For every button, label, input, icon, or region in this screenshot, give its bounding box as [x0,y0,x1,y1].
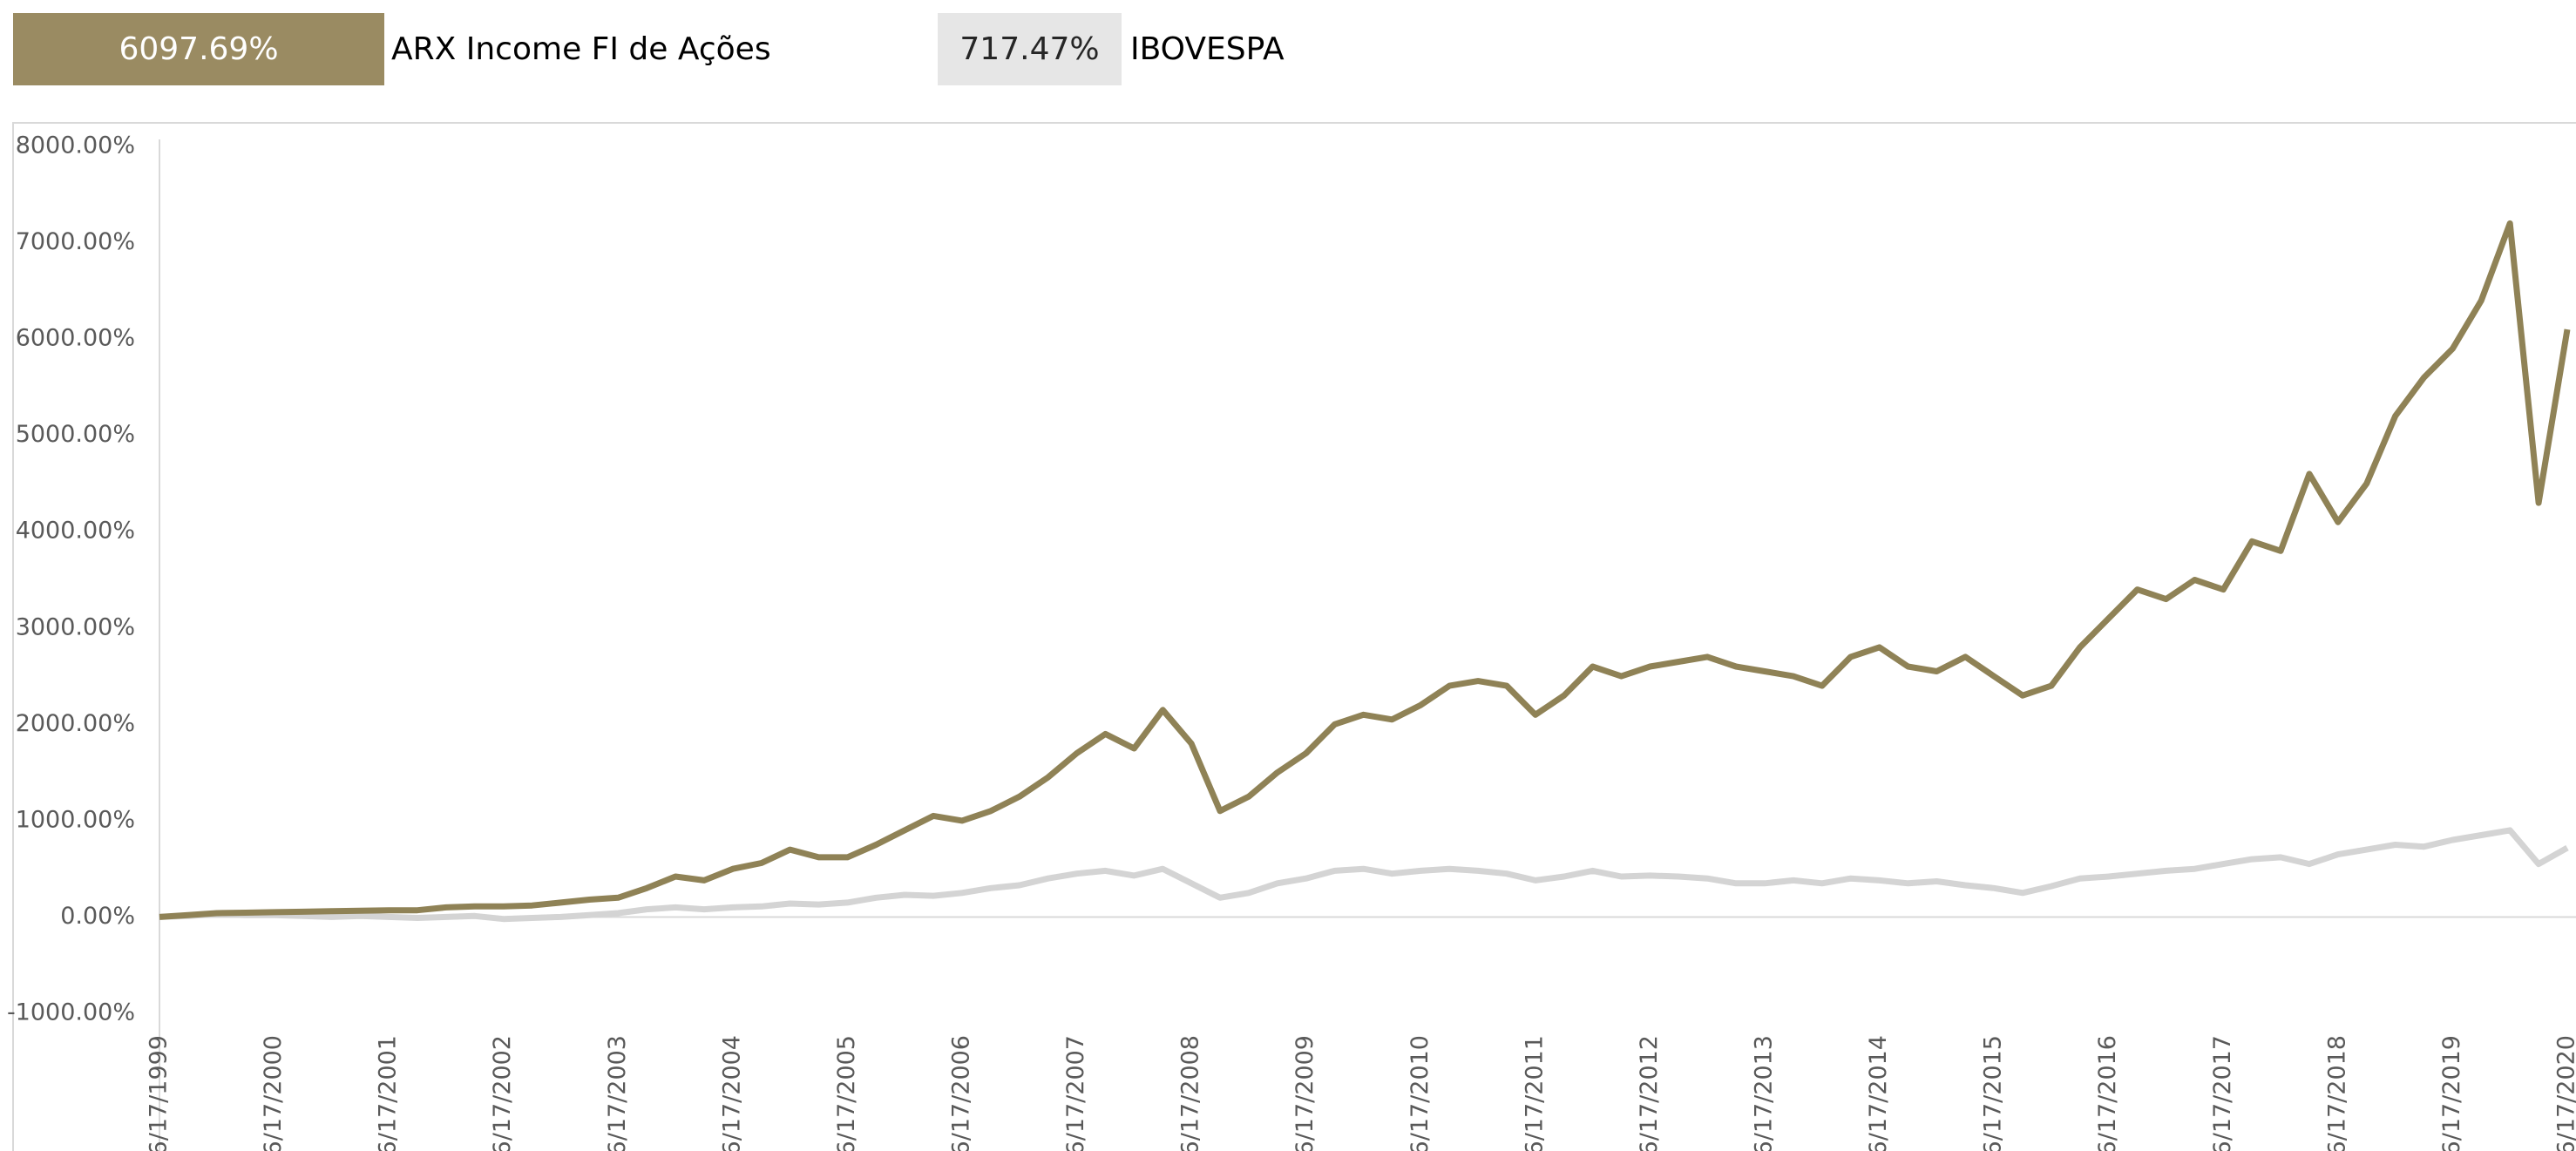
legend-value: 6097.69% [119,31,278,67]
y-tick-label: -1000.00% [7,999,135,1026]
series-line [159,220,2571,920]
x-tick-label: 6/17/2015 [1980,1035,2007,1151]
x-tick-label: 6/17/2005 [833,1035,860,1151]
y-tick-label: 1000.00% [16,806,135,833]
x-tick-label: 6/17/2013 [1751,1035,1778,1151]
legend-value: 717.47% [959,31,1099,67]
y-tick-label: 8000.00% [16,132,135,159]
y-tick-label: 4000.00% [16,518,135,545]
legend-swatch [938,13,1122,85]
x-tick-label: 6/17/2011 [1521,1035,1548,1151]
y-tick-label: 5000.00% [16,421,135,448]
x-tick-label: 6/17/2003 [604,1035,631,1151]
y-tick-label: 0.00% [60,903,135,930]
legend-swatch [13,13,384,85]
chart-frame [12,122,2576,1151]
x-tick-label: 6/17/2007 [1062,1035,1089,1151]
x-tick-label: 6/17/2017 [2209,1035,2236,1151]
y-tick-label: 6000.00% [16,325,135,352]
x-tick-label: 6/17/2000 [260,1035,287,1151]
x-tick-label: 6/17/2002 [489,1035,516,1151]
y-tick-label: 2000.00% [16,710,135,737]
x-tick-label: 6/17/1999 [146,1035,173,1151]
x-tick-label: 6/17/2004 [718,1035,745,1151]
series-line [159,827,2569,923]
y-tick-label: 7000.00% [16,228,135,255]
legend-label: ARX Income FI de Ações [391,31,771,67]
x-tick-label: 6/17/2009 [1291,1035,1319,1151]
x-tick-label: 6/17/2020 [2553,1035,2576,1151]
legend-label: IBOVESPA [1130,31,1285,67]
x-tick-label: 6/17/2001 [375,1035,402,1151]
x-tick-label: 6/17/2012 [1636,1035,1663,1151]
y-tick-label: 3000.00% [16,613,135,640]
x-tick-label: 6/17/2014 [1865,1035,1892,1151]
x-tick-label: 6/17/2018 [2323,1035,2350,1151]
x-tick-label: 6/17/2016 [2094,1035,2121,1151]
x-tick-label: 6/17/2010 [1407,1035,1434,1151]
x-tick-label: 6/17/2006 [948,1035,975,1151]
x-tick-label: 6/17/2019 [2438,1035,2465,1151]
x-tick-label: 6/17/2008 [1177,1035,1204,1151]
